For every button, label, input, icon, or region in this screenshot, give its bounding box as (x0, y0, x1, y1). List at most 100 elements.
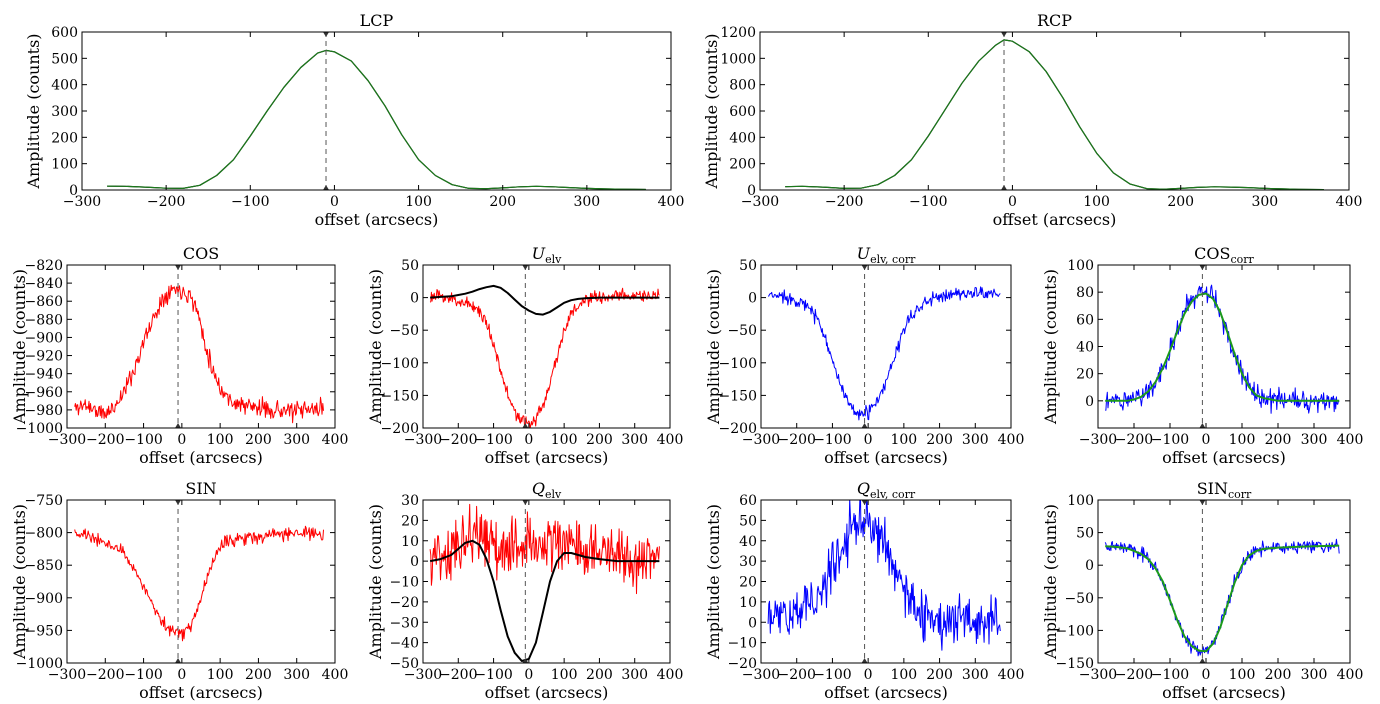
y-tick-label-lcp-5: 500 (51, 51, 78, 67)
x-tick-label-cos_corr-1: −200 (1115, 432, 1153, 448)
y-tick-label-sin-5: −750 (25, 493, 63, 509)
x-tick-label-q_elv_corr-4: 100 (890, 667, 917, 683)
y-tick-label-sin-1: −950 (25, 623, 63, 639)
x-tick-label-rcp-4: 100 (1083, 194, 1110, 210)
y-tick-label-sin_corr-3: 0 (1085, 558, 1094, 574)
x-tick-label-u_elv_corr-2: −100 (813, 432, 851, 448)
peak-marker-top-q_elv_corr (861, 500, 868, 505)
x-tick-label-q_elv-0: −300 (404, 667, 442, 683)
y-tick-label-q_elv_corr-8: 60 (739, 493, 757, 509)
series-line-u_elv-1 (430, 284, 660, 316)
x-tick-label-rcp-5: 200 (1167, 194, 1194, 210)
y-axis-label-sin_corr: Amplitude (counts) (1041, 504, 1060, 660)
x-tick-label-u_elv-1: −200 (439, 432, 477, 448)
x-tick-label-u_elv_corr-7: 400 (998, 432, 1025, 448)
y-tick-label-cos-2: −960 (25, 385, 63, 401)
y-tick-label-lcp-3: 300 (51, 104, 78, 120)
x-tick-label-cos-1: −200 (86, 432, 124, 448)
x-axis-label-u_elv_corr: offset (arcsecs) (824, 448, 948, 467)
y-tick-label-cos-1: −980 (25, 403, 63, 419)
x-tick-label-cos_corr-2: −100 (1151, 432, 1189, 448)
y-tick-label-q_elv-0: −50 (389, 656, 419, 672)
x-tick-label-q_elv_corr-2: −100 (813, 667, 851, 683)
x-tick-label-rcp-1: −200 (825, 194, 863, 210)
x-tick-label-q_elv-2: −100 (474, 667, 512, 683)
x-tick-label-u_elv-4: 100 (551, 432, 578, 448)
x-tick-label-sin_corr-2: −100 (1151, 667, 1189, 683)
series-line-u_elv-0 (429, 287, 660, 428)
y-tick-label-q_elv-7: 20 (401, 513, 419, 529)
x-tick-label-cos-0: −300 (48, 432, 86, 448)
peak-marker-top-cos (175, 265, 182, 270)
peak-marker-bottom-rcp (1001, 185, 1008, 190)
x-tick-label-cos-7: 400 (322, 432, 349, 448)
x-tick-label-q_elv_corr-6: 300 (962, 667, 989, 683)
x-tick-label-sin-5: 200 (245, 667, 272, 683)
series-line-lcp-1 (107, 49, 646, 190)
x-tick-label-sin_corr-0: −300 (1079, 667, 1117, 683)
y-tick-label-rcp-1: 200 (729, 157, 756, 173)
x-tick-label-lcp-7: 400 (658, 194, 685, 210)
y-tick-label-cos_corr-3: 60 (1076, 312, 1094, 328)
x-tick-label-rcp-6: 300 (1251, 194, 1278, 210)
y-tick-label-lcp-0: 0 (69, 183, 78, 199)
y-tick-label-u_elv_corr-4: 0 (748, 291, 757, 307)
x-tick-label-cos_corr-0: −300 (1079, 432, 1117, 448)
x-tick-label-u_elv_corr-6: 300 (962, 432, 989, 448)
y-tick-label-rcp-2: 400 (729, 130, 756, 146)
y-tick-label-sin-4: −800 (25, 526, 63, 542)
y-tick-label-u_elv_corr-2: −100 (719, 356, 757, 372)
x-tick-label-u_elv-3: 0 (524, 432, 533, 448)
x-tick-label-u_elv-6: 300 (621, 432, 648, 448)
y-tick-label-u_elv-3: −50 (389, 323, 419, 339)
chart-title-cos_corr: COScorr (1194, 244, 1254, 266)
y-tick-label-u_elv-4: 0 (410, 291, 419, 307)
peak-marker-bottom-sin (175, 658, 182, 663)
y-tick-label-u_elv_corr-3: −50 (727, 323, 757, 339)
y-axis-label-u_elv_corr: Amplitude (counts) (704, 269, 723, 425)
x-axis-label-cos_corr: offset (arcsecs) (1162, 448, 1286, 467)
x-tick-label-q_elv_corr-1: −200 (777, 667, 815, 683)
y-tick-label-rcp-3: 600 (729, 104, 756, 120)
x-axis-label-rcp: offset (arcsecs) (993, 210, 1117, 229)
y-tick-label-q_elv-6: 10 (401, 534, 419, 550)
y-tick-label-cos_corr-2: 40 (1076, 340, 1094, 356)
x-tick-label-cos-2: −100 (124, 432, 162, 448)
y-tick-label-q_elv-1: −40 (389, 636, 419, 652)
x-tick-label-sin_corr-4: 100 (1229, 667, 1256, 683)
chart-title-q_elv_corr: Qelv, corr (857, 479, 916, 501)
y-tick-label-sin-3: −850 (25, 558, 63, 574)
x-tick-label-cos-3: 0 (177, 432, 186, 448)
y-axis-label-cos: Amplitude (counts) (10, 269, 29, 425)
series-line-sin_corr-0 (1104, 538, 1340, 657)
axes-frame-rcp (759, 31, 1350, 191)
x-tick-label-lcp-5: 200 (489, 194, 516, 210)
x-tick-label-cos-5: 200 (245, 432, 272, 448)
y-tick-label-sin_corr-5: 100 (1067, 493, 1094, 509)
x-tick-label-u_elv_corr-1: −200 (777, 432, 815, 448)
peak-marker-top-u_elv (522, 265, 529, 270)
peak-marker-bottom-q_elv (522, 658, 529, 663)
y-tick-label-q_elv_corr-0: −20 (727, 656, 757, 672)
y-tick-label-q_elv-3: −20 (389, 595, 419, 611)
y-tick-label-q_elv-8: 30 (401, 493, 419, 509)
chart-sin_corr: −300−200−100 0 100 200 300 400−150−100−500501… (1041, 479, 1363, 702)
y-tick-label-cos_corr-1: 20 (1076, 367, 1094, 383)
x-tick-label-cos-6: 300 (283, 432, 310, 448)
axes-frame-cos_corr (1097, 264, 1351, 429)
axes-frame-u_elv (422, 264, 671, 429)
x-tick-label-lcp-0: −300 (63, 194, 101, 210)
chart-u_elv_corr: −300−200−100 0 100 200 300 400−200−150−100−50… (704, 244, 1024, 467)
x-tick-label-rcp-3: 0 (1008, 194, 1017, 210)
peak-marker-bottom-cos (175, 423, 182, 428)
y-axis-label-q_elv_corr: Amplitude (counts) (704, 504, 723, 660)
x-tick-label-cos_corr-3: 0 (1202, 432, 1211, 448)
axes-frame-sin_corr (1097, 499, 1351, 664)
y-tick-label-cos_corr-5: 100 (1067, 258, 1094, 274)
y-tick-label-cos-7: −860 (25, 294, 63, 310)
y-tick-label-rcp-6: 1200 (720, 25, 756, 41)
series-line-rcp-1 (785, 39, 1324, 190)
x-tick-label-u_elv_corr-5: 200 (926, 432, 953, 448)
x-tick-label-sin_corr-1: −200 (1115, 667, 1153, 683)
